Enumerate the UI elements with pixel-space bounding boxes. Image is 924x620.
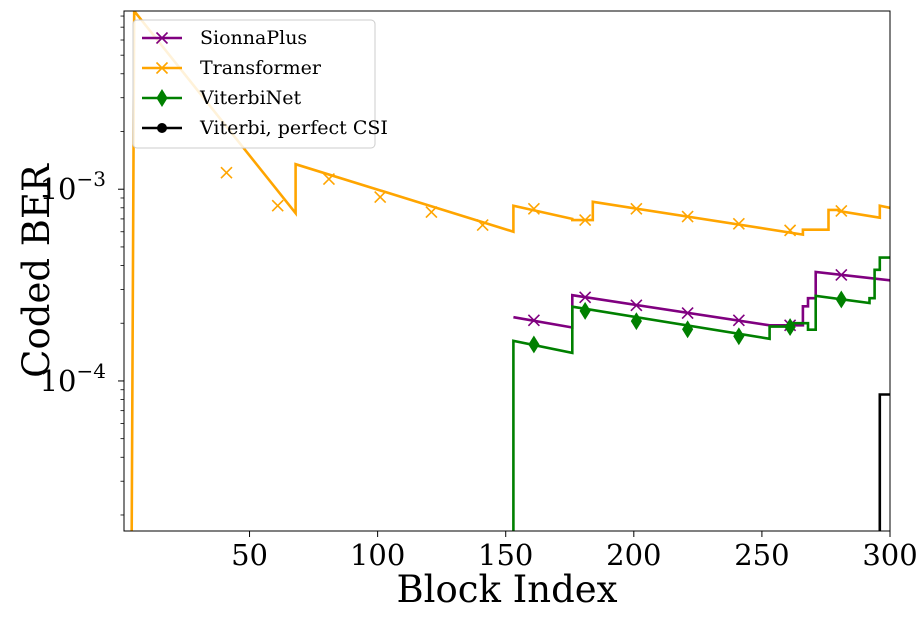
data-point-viterbinet [630,312,642,331]
legend: SionnaPlus Transformer ViterbiNet Viterbi, … [132,19,388,149]
plot-frame [123,10,891,532]
data-point-transformer [220,166,233,179]
data-point-transformer [681,210,694,223]
series-line-viterbinet [512,256,890,531]
data-point-viterbinet [784,318,796,337]
x-axis-title: Block Index [396,568,617,611]
x-tick-label: 250 [734,538,789,572]
legend-entry-sionnaplus: SionnaPlus [142,27,307,49]
x-axis-ticks: 50 100 150 200 250 300 [231,531,918,572]
data-point-transformer [835,204,848,218]
x-tick-label: 150 [478,538,533,572]
legend-label: Viterbi, perfect CSI [199,117,388,139]
data-point-transformer [527,202,540,215]
series-transformer [130,11,890,531]
x-tick-label: 300 [862,538,917,572]
data-point-viterbinet [682,320,694,339]
legend-entry-transformer: Transformer [142,57,322,79]
series-viterbinet [512,256,890,531]
data-point-sionnaplus [835,268,848,282]
data-point-sionnaplus [579,291,592,304]
legend-label: SionnaPlus [200,27,307,49]
series-viterbi-perfect-csi [878,393,890,531]
data-point-transformer [630,202,643,215]
data-point-transformer [732,217,745,230]
legend-marker [155,61,169,75]
data-point-transformer [476,219,489,232]
legend-marker [156,89,168,107]
legend-marker [157,123,167,133]
legend-label: Transformer [200,57,322,79]
series-layer [130,11,890,531]
legend-label: ViterbiNet [199,87,302,109]
x-tick-label: 200 [606,538,661,572]
data-point-sionnaplus [681,306,694,320]
data-point-sionnaplus [527,314,540,327]
series-line-viterbi-perfect-csi [878,393,890,531]
data-point-transformer [579,214,592,227]
data-point-sionnaplus [630,299,643,312]
data-point-transformer [322,172,336,186]
data-point-transformer [425,205,438,219]
legend-box [132,19,376,149]
data-point-transformer [374,190,387,204]
series-line-transformer [130,11,890,531]
x-tick-label: 50 [231,538,268,572]
data-point-transformer [271,199,284,212]
data-point-viterbinet [528,335,540,354]
legend-marker [155,31,169,45]
y-axis-title: Coded BER [15,163,58,378]
legend-entry-viterbinet: ViterbiNet [142,87,302,109]
legend-entry-viterbi-perfect-csi: Viterbi, perfect CSI [142,117,388,139]
data-point-viterbinet [733,327,745,346]
x-tick-label: 100 [350,538,405,572]
data-point-sionnaplus [732,314,745,327]
data-point-viterbinet [579,301,591,320]
data-point-transformer [784,224,797,237]
data-point-viterbinet [835,290,847,309]
